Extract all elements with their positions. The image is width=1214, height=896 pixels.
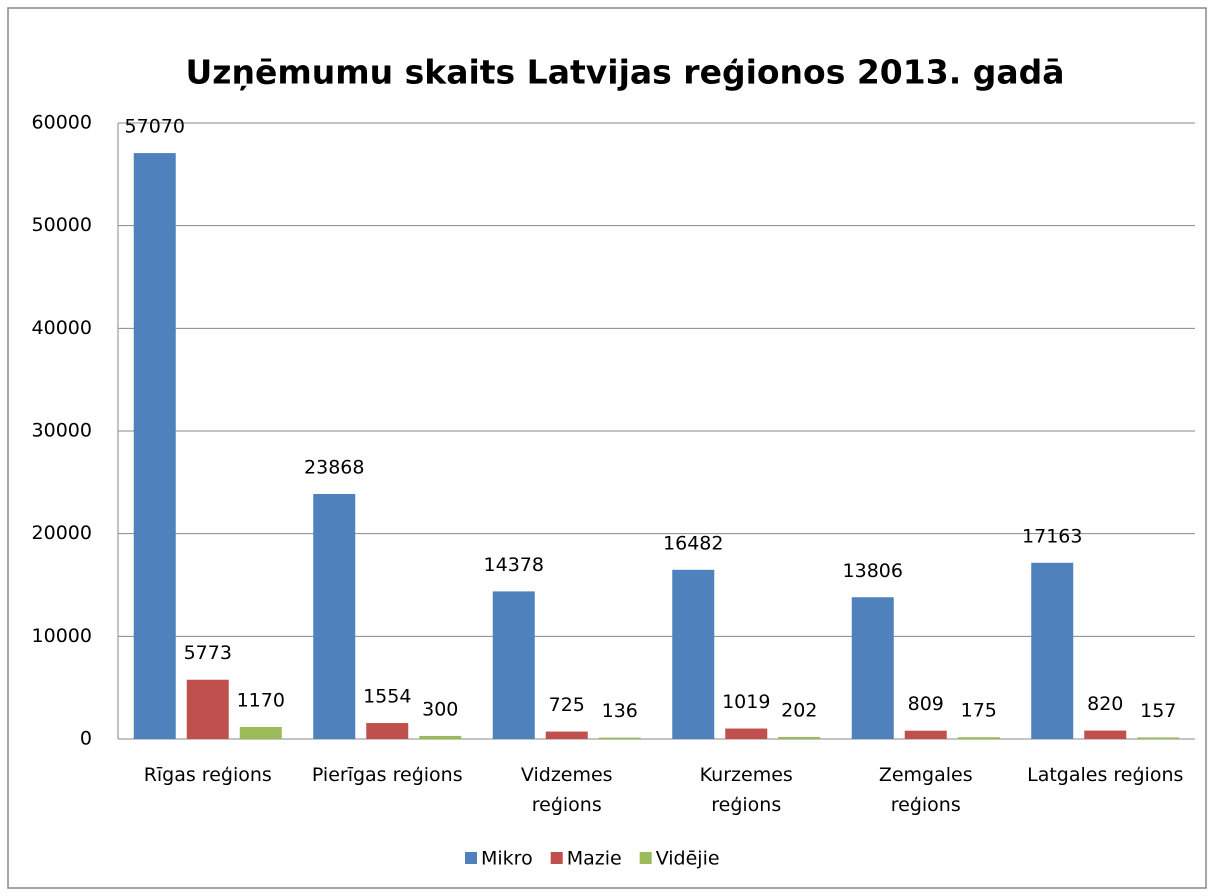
- bar: [672, 569, 715, 739]
- y-tick-label: 20000: [32, 522, 92, 544]
- data-label: 57070: [125, 116, 185, 138]
- x-tick-label: Zemgales reģions: [878, 764, 973, 816]
- data-label: 157: [1140, 700, 1176, 722]
- bar: [366, 723, 409, 739]
- y-tick-label: 50000: [32, 214, 92, 236]
- bar: [1084, 730, 1127, 739]
- bar: [851, 597, 894, 739]
- data-label: 1170: [237, 689, 285, 711]
- data-label: 725: [549, 694, 585, 716]
- bar: [904, 730, 947, 739]
- legend-label: Mikro: [481, 848, 533, 870]
- bar: [725, 728, 768, 739]
- data-label: 809: [908, 693, 944, 715]
- bar: [545, 731, 588, 739]
- bar: [957, 737, 1000, 739]
- x-tick-label: Kurzemes reģions: [699, 764, 793, 816]
- data-label: 17163: [1022, 525, 1082, 547]
- x-tick-label: Vidzemes reģions: [520, 764, 613, 816]
- legend-swatch: [639, 852, 652, 864]
- y-tick-label: 30000: [32, 420, 92, 442]
- data-label: 1554: [363, 686, 411, 708]
- x-tick-label: Rīgas reģions: [143, 764, 272, 786]
- data-label: 14378: [484, 554, 544, 576]
- data-label: 1019: [722, 691, 770, 713]
- y-tick-label: 0: [80, 728, 92, 750]
- data-label: 202: [781, 699, 817, 721]
- data-label: 16482: [663, 532, 723, 554]
- y-tick-label: 60000: [32, 112, 92, 134]
- bar: [1137, 737, 1180, 739]
- data-label: 300: [422, 698, 458, 720]
- legend-label: Mazie: [567, 848, 622, 870]
- legend-label: Vidējie: [656, 848, 720, 870]
- data-label: 13806: [843, 560, 903, 582]
- bar: [492, 591, 535, 739]
- x-tick-label: Latgales reģions: [1027, 764, 1184, 786]
- chart-frame: [7, 7, 1207, 889]
- data-label: 136: [602, 700, 638, 722]
- y-tick-label: 10000: [32, 625, 92, 647]
- data-label: 175: [961, 700, 997, 722]
- data-label: 820: [1087, 693, 1123, 715]
- bar: [1031, 562, 1074, 739]
- bar: [239, 726, 282, 739]
- data-label: 5773: [184, 642, 232, 664]
- legend-swatch: [465, 852, 477, 864]
- bar: [419, 735, 462, 739]
- legend-swatch: [550, 852, 563, 864]
- y-tick-label: 40000: [32, 317, 92, 339]
- chart-title: Uzņēmumu skaits Latvijas reģionos 2013. …: [185, 53, 1064, 92]
- bar: [133, 153, 176, 740]
- data-label: 23868: [304, 456, 364, 478]
- bar: [598, 737, 641, 739]
- bar: [778, 736, 821, 739]
- bar: [186, 679, 229, 739]
- bar: [313, 493, 356, 739]
- x-tick-label: Pierīgas reģions: [311, 764, 463, 786]
